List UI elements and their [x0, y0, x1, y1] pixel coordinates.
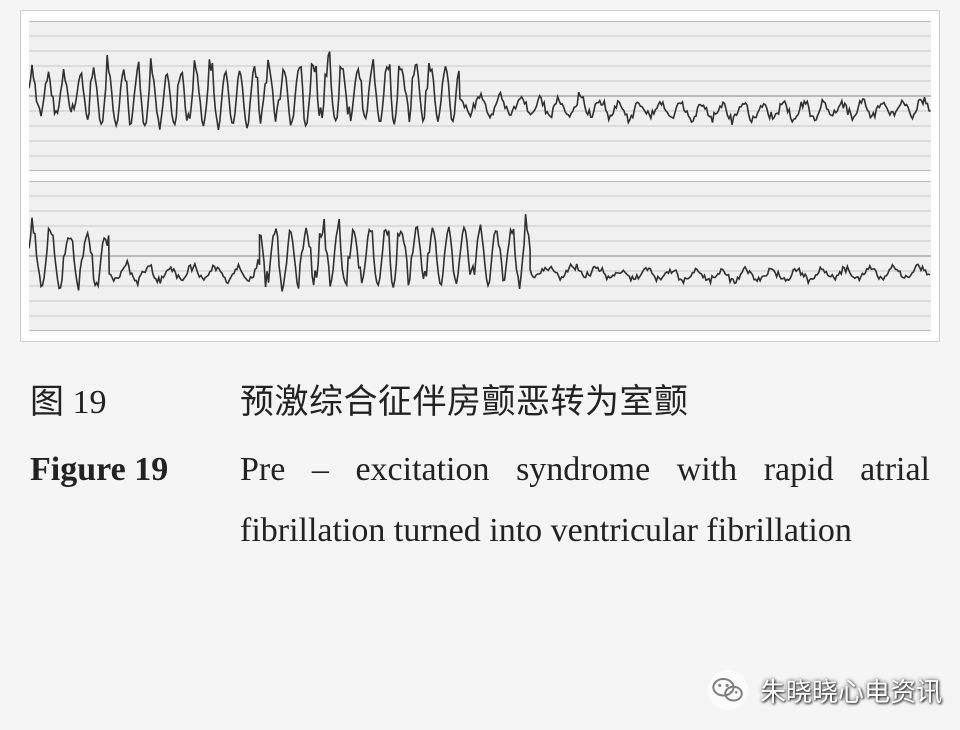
figure-container — [20, 10, 940, 342]
watermark: 朱晓晓心电资讯 — [706, 668, 942, 712]
ecg-svg-1 — [29, 21, 931, 171]
ecg-strip-2 — [29, 181, 931, 331]
caption-en-text: Pre – excitation syndrome with rapid atr… — [240, 439, 930, 561]
caption-number-en: 19 — [134, 451, 168, 488]
ecg-strip-1 — [29, 21, 931, 171]
caption-cn-row: 图 19 预激综合征伴房颤恶转为室颤 — [30, 372, 930, 433]
ecg-grid-2 — [29, 181, 931, 331]
caption-number-cn: 19 — [73, 384, 107, 421]
caption-en-row: Figure 19 Pre – excitation syndrome with… — [30, 439, 930, 561]
watermark-text: 朱晓晓心电资讯 — [760, 672, 942, 709]
ecg-svg-2 — [29, 181, 931, 331]
caption-cn-prefix: 图 — [30, 384, 64, 421]
caption-en-prefix: Figure — [30, 451, 126, 488]
caption-cn-label: 图 19 — [30, 372, 210, 433]
wechat-icon — [706, 668, 750, 712]
ecg-trace-1 — [29, 52, 930, 130]
caption-cn-text: 预激综合征伴房颤恶转为室颤 — [240, 372, 930, 433]
caption-area: 图 19 预激综合征伴房颤恶转为室颤 Figure 19 Pre – excit… — [0, 352, 960, 628]
caption-en-label: Figure 19 — [30, 439, 210, 500]
